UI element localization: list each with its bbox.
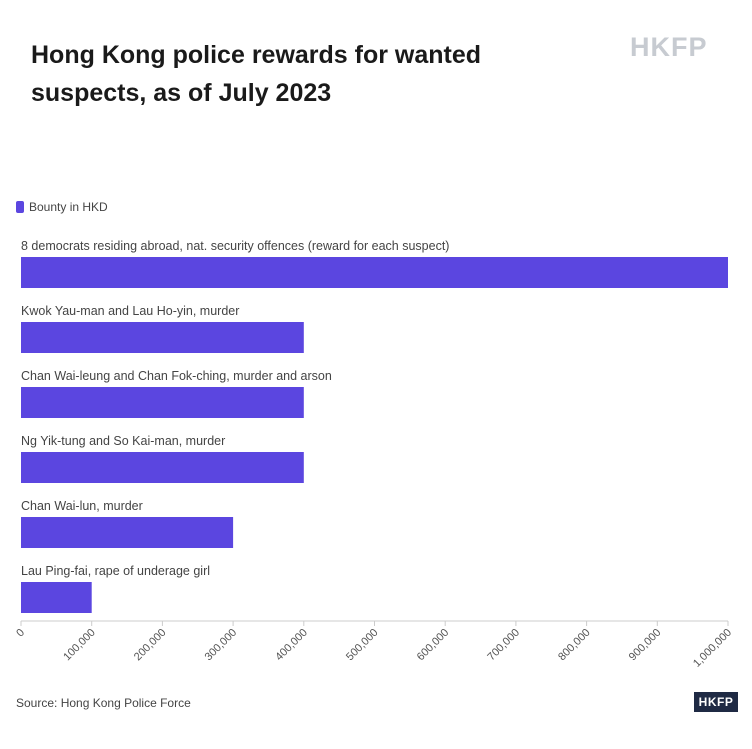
- category-label: Chan Wai-leung and Chan Fok-ching, murde…: [21, 369, 332, 383]
- x-tick-label: 300,000: [203, 627, 240, 664]
- source-note: Source: Hong Kong Police Force: [16, 696, 191, 710]
- category-label: Lau Ping-fai, rape of underage girl: [21, 564, 210, 578]
- x-tick-label: 100,000: [61, 627, 98, 664]
- bar: [21, 452, 304, 483]
- category-label: Kwok Yau-man and Lau Ho-yin, murder: [21, 304, 239, 318]
- x-tick-label: 900,000: [627, 627, 664, 664]
- bar: [21, 322, 304, 353]
- chart-legend: Bounty in HKD: [16, 200, 108, 214]
- legend-label: Bounty in HKD: [29, 200, 108, 214]
- category-label: Ng Yik-tung and So Kai-man, murder: [21, 434, 225, 448]
- hkfp-badge: HKFP: [694, 692, 738, 712]
- x-tick-label: 200,000: [132, 627, 169, 664]
- legend-swatch: [16, 201, 24, 213]
- category-label: Chan Wai-lun, murder: [21, 499, 143, 513]
- x-tick-label: 400,000: [273, 627, 310, 664]
- category-label: 8 democrats residing abroad, nat. securi…: [21, 239, 449, 253]
- x-tick-label: 600,000: [415, 627, 452, 664]
- bar: [21, 257, 728, 288]
- x-tick-label: 800,000: [556, 627, 593, 664]
- bar: [21, 582, 92, 613]
- bar-chart: 8 democrats residing abroad, nat. securi…: [14, 239, 734, 670]
- chart-title: Hong Kong police rewards for wanted susp…: [31, 41, 482, 107]
- x-tick-label: 500,000: [344, 627, 381, 664]
- bar: [21, 387, 304, 418]
- x-tick-label: 700,000: [485, 627, 522, 664]
- x-tick-label: 1,000,000: [691, 627, 734, 670]
- x-tick-label: 0: [14, 627, 27, 640]
- hkfp-logo: HKFP: [630, 32, 708, 62]
- bar: [21, 517, 234, 548]
